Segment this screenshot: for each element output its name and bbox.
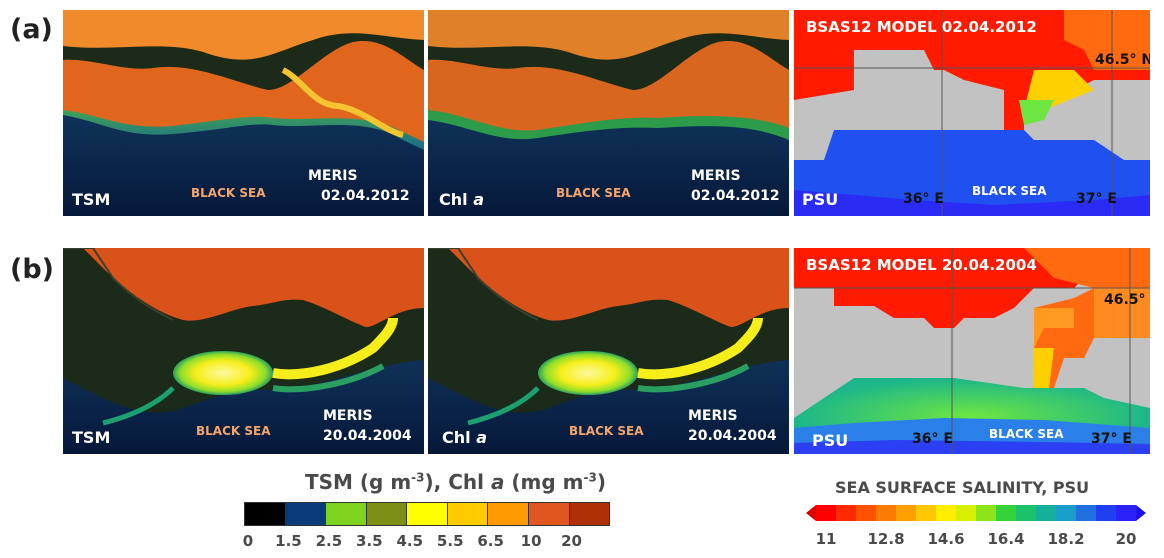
tsm-tick-label: 3.5 — [356, 532, 383, 550]
latitude-label: 46.5° N — [1095, 52, 1150, 68]
sea-label: BLACK SEA — [989, 427, 1064, 441]
panel-b-tsm-map: TSM BLACK SEA MERIS 20.04.2004 — [63, 248, 424, 454]
chl-label: Chl a — [439, 190, 484, 209]
chl-label: Chl a — [442, 428, 487, 447]
panel-b-salinity-model: BSAS12 MODEL 20.04.2004 46.5° N PSU 36° … — [794, 248, 1150, 454]
sensor-label: MERIS — [308, 168, 358, 184]
salinity-color-cell — [916, 505, 937, 521]
longitude-label-2: 37° E — [1076, 191, 1117, 207]
date-label: 02.04.2012 — [691, 188, 780, 204]
sensor-label: MERIS — [323, 408, 373, 424]
tsm-tick-label: 20 — [561, 532, 582, 550]
sensor-label: MERIS — [691, 168, 741, 184]
sensor-label: MERIS — [688, 408, 738, 424]
salinity-tick-label: 18.2 — [1047, 530, 1085, 548]
tsm-color-cell — [366, 503, 408, 525]
tsm-color-cell — [407, 503, 448, 525]
tsm-color-cell — [245, 503, 286, 525]
tsm-tick-label: 4.5 — [396, 532, 424, 550]
salinity-tick-label: 14.6 — [927, 530, 965, 548]
salinity-color-cell — [1116, 505, 1137, 521]
salinity-color-cell — [1096, 505, 1117, 521]
salinity-color-cell — [836, 505, 857, 521]
salinity-tick-label: 11 — [815, 530, 837, 548]
tsm-label: TSM — [72, 190, 111, 209]
salinity-colorbar — [806, 505, 1146, 521]
date-label: 20.04.2004 — [323, 428, 412, 444]
tsm-color-cell — [326, 503, 367, 525]
tsm-color-cell — [569, 503, 610, 525]
sea-label: BLACK SEA — [556, 186, 631, 200]
date-label: 02.04.2012 — [321, 188, 410, 204]
unit-label: PSU — [802, 190, 839, 209]
model-title: BSAS12 MODEL 02.04.2012 — [806, 18, 1037, 36]
tsm-label: TSM — [72, 428, 111, 447]
salinity-color-cell — [936, 505, 957, 521]
panel-b-chl-map: Chl a BLACK SEA MERIS 20.04.2004 — [428, 248, 789, 454]
model-title: BSAS12 MODEL 20.04.2004 — [806, 256, 1037, 274]
salinity-color-cell — [896, 505, 917, 521]
unit-label: PSU — [812, 431, 849, 450]
tsm-colorbar — [244, 502, 610, 526]
salinity-color-cell — [956, 505, 977, 521]
sea-label: BLACK SEA — [196, 424, 271, 438]
salinity-color-cell — [996, 505, 1017, 521]
longitude-label-1: 36° E — [903, 191, 944, 207]
panel-a-salinity-model: BSAS12 MODEL 02.04.2012 46.5° N PSU 36° … — [794, 10, 1150, 216]
salinity-color-cell — [1016, 505, 1037, 521]
panel-a-tsm-map: TSM BLACK SEA MERIS 02.04.2012 — [63, 10, 424, 216]
tsm-tick-label: 1.5 — [275, 532, 302, 550]
sea-label: BLACK SEA — [191, 186, 266, 200]
salinity-color-cell — [1056, 505, 1077, 521]
tsm-color-cell — [488, 503, 529, 525]
longitude-label-1: 36° E — [912, 431, 953, 447]
tsm-tick-label: 5.5 — [436, 532, 464, 550]
tsm-tick-label: 0 — [242, 532, 254, 550]
salinity-color-cell — [816, 505, 837, 521]
salinity-color-cell — [856, 505, 877, 521]
tsm-tick-label: 6.5 — [477, 532, 504, 550]
salinity-scale-title: SEA SURFACE SALINITY, PSU — [835, 478, 1090, 497]
row-b-label: (b) — [10, 254, 55, 285]
row-a-label: (a) — [10, 14, 53, 45]
salinity-tick-label: 16.4 — [987, 530, 1025, 548]
salinity-color-cell — [976, 505, 997, 521]
tsm-color-cell — [528, 503, 570, 525]
tsm-scale-title: TSM (g m-3), Chl a (mg m-3) — [305, 470, 606, 494]
salinity-max-arrow — [1136, 505, 1146, 521]
panel-a-chl-map: Chl a BLACK SEA MERIS 02.04.2012 — [428, 10, 789, 216]
salinity-tick-label: 20 — [1115, 530, 1137, 548]
sea-label: BLACK SEA — [569, 424, 644, 438]
salinity-tick-label: 12.8 — [867, 530, 905, 548]
date-label: 20.04.2004 — [688, 428, 777, 444]
latitude-label: 46.5° N — [1104, 292, 1150, 308]
longitude-label-2: 37° E — [1091, 431, 1132, 447]
tsm-tick-label: 2.5 — [315, 532, 343, 550]
tsm-color-cell — [285, 503, 327, 525]
tsm-color-cell — [447, 503, 489, 525]
tsm-tick-label: 10 — [520, 532, 542, 550]
salinity-color-cell — [1076, 505, 1097, 521]
salinity-color-cell — [876, 505, 897, 521]
salinity-min-arrow — [806, 505, 816, 521]
sea-label: BLACK SEA — [972, 184, 1047, 198]
salinity-color-cell — [1036, 505, 1057, 521]
